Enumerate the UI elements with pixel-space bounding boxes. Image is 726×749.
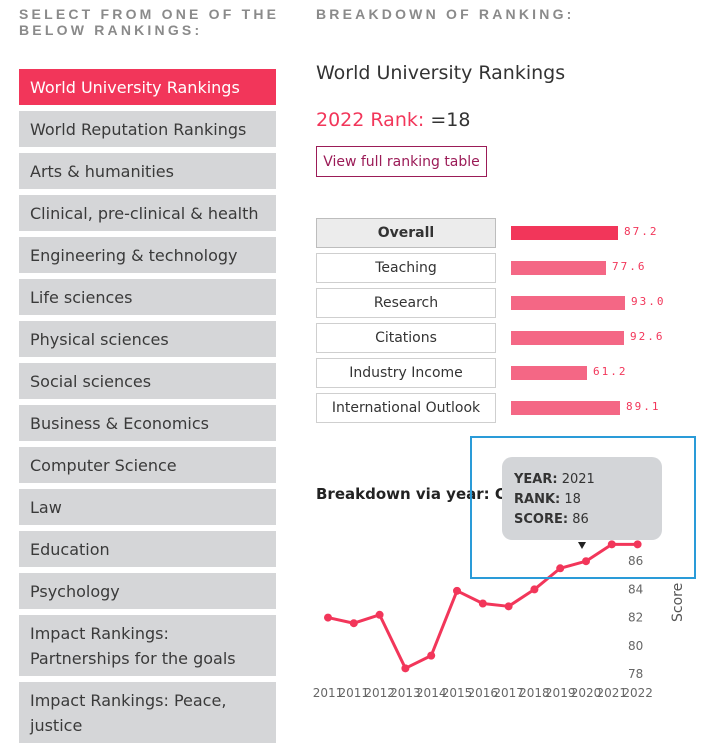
- y-tick-label: 82: [628, 611, 643, 625]
- breakdown-row: Overall 87.2: [316, 218, 696, 248]
- breakdown-score-bar: [511, 331, 624, 345]
- breakdown-score-bar: [511, 296, 625, 310]
- breakdown-row: Citations 92.6: [316, 323, 696, 353]
- x-tick-label: 2012: [364, 686, 395, 700]
- x-tick-label: 2014: [416, 686, 447, 700]
- breakdown-score-value: 92.6: [630, 330, 665, 343]
- rank-label: 2022 Rank:: [316, 109, 425, 131]
- chart-title: Breakdown via year: OVE: [316, 485, 530, 503]
- breakdown-score-value: 61.2: [593, 365, 628, 378]
- data-point[interactable]: [478, 599, 487, 608]
- data-point[interactable]: [349, 619, 358, 628]
- y-axis-label: Score: [670, 583, 686, 622]
- breakdown-score-value: 77.6: [612, 260, 647, 273]
- breakdown-score-bar: [511, 226, 618, 240]
- breakdown-metric-button[interactable]: Teaching: [316, 253, 496, 283]
- category-arts-humanities[interactable]: Arts & humanities: [19, 153, 276, 189]
- category-business-economics[interactable]: Business & Economics: [19, 405, 276, 441]
- breakdown-score-bar: [511, 261, 606, 275]
- breakdown-score-bar: [511, 401, 620, 415]
- breakdown-metric-button[interactable]: Research: [316, 288, 496, 318]
- breakdown-score-value: 89.1: [626, 400, 661, 413]
- breakdown-metric-button[interactable]: Overall: [316, 218, 496, 248]
- x-tick-label: 2022: [622, 686, 653, 700]
- tooltip-year: YEAR: 2021: [514, 472, 595, 487]
- rank-value: =18: [430, 109, 471, 131]
- breakdown-metric-button[interactable]: International Outlook: [316, 393, 496, 423]
- x-tick-label: 2020: [571, 686, 602, 700]
- data-point[interactable]: [633, 540, 642, 549]
- data-point[interactable]: [556, 564, 565, 573]
- x-tick-label: 2011: [339, 686, 370, 700]
- x-tick-label: 2018: [519, 686, 550, 700]
- chart-tooltip: YEAR: 2021 RANK: 18 SCORE: 86: [502, 457, 662, 540]
- data-point[interactable]: [324, 613, 332, 622]
- data-point[interactable]: [530, 585, 539, 594]
- category-social-sciences[interactable]: Social sciences: [19, 363, 276, 399]
- rank-line: 2022 Rank: =18: [316, 109, 470, 131]
- category-education[interactable]: Education: [19, 531, 276, 567]
- category-impact-partnerships[interactable]: Impact Rankings: Partnerships for the go…: [19, 615, 276, 676]
- y-tick-label: 78: [628, 667, 643, 681]
- category-impact-peace-justice[interactable]: Impact Rankings: Peace, justice: [19, 682, 276, 743]
- breakdown-row: Teaching 77.6: [316, 253, 696, 283]
- category-clinical-health[interactable]: Clinical, pre-clinical & health: [19, 195, 276, 231]
- ranking-title: World University Rankings: [316, 62, 566, 84]
- breakdown-metric-button[interactable]: Citations: [316, 323, 496, 353]
- data-point[interactable]: [504, 602, 513, 611]
- tooltip-highlight-frame: [470, 436, 696, 579]
- category-world-university-rankings[interactable]: World University Rankings: [19, 69, 276, 105]
- category-psychology[interactable]: Psychology: [19, 573, 276, 609]
- x-tick-label: 2015: [442, 686, 473, 700]
- data-point[interactable]: [453, 586, 461, 595]
- category-engineering-technology[interactable]: Engineering & technology: [19, 237, 276, 273]
- data-point[interactable]: [375, 610, 384, 619]
- x-tick-label: 2017: [493, 686, 524, 700]
- tooltip-pointer-icon: [578, 542, 586, 549]
- data-point[interactable]: [427, 651, 436, 660]
- data-point[interactable]: [401, 664, 410, 673]
- breakdown-row: Industry Income 61.2: [316, 358, 696, 388]
- breakdown-heading: BREAKDOWN OF RANKING:: [316, 6, 575, 22]
- rankings-list: World University Rankings World Reputati…: [19, 69, 276, 749]
- breakdown-row: International Outlook 89.1: [316, 393, 696, 423]
- breakdown-row: Research 93.0: [316, 288, 696, 318]
- view-full-ranking-button[interactable]: View full ranking table: [316, 146, 487, 177]
- y-tick-label: 80: [628, 639, 643, 653]
- category-law[interactable]: Law: [19, 489, 276, 525]
- x-tick-label: 2016: [468, 686, 499, 700]
- tooltip-score: SCORE: 86: [514, 512, 589, 527]
- y-tick-label: 84: [628, 582, 643, 596]
- x-tick-label: 2013: [390, 686, 421, 700]
- x-tick-label: 2011: [313, 686, 344, 700]
- breakdown-score-value: 87.2: [624, 225, 659, 238]
- x-tick-label: 2019: [545, 686, 576, 700]
- x-tick-label: 2021: [597, 686, 628, 700]
- score-line-chart: 788082848688Score20112011201220132014201…: [313, 526, 686, 700]
- breakdown-score-value: 93.0: [631, 295, 666, 308]
- rankings-selector-heading: SELECT FROM ONE OF THE BELOW RANKINGS:: [19, 6, 280, 38]
- category-computer-science[interactable]: Computer Science: [19, 447, 276, 483]
- category-world-reputation-rankings[interactable]: World Reputation Rankings: [19, 111, 276, 147]
- category-physical-sciences[interactable]: Physical sciences: [19, 321, 276, 357]
- tooltip-rank: RANK: 18: [514, 492, 581, 507]
- breakdown-score-bar: [511, 366, 587, 380]
- y-tick-label: 86: [628, 554, 643, 568]
- category-life-sciences[interactable]: Life sciences: [19, 279, 276, 315]
- data-point[interactable]: [607, 540, 616, 549]
- data-point[interactable]: [582, 557, 590, 566]
- breakdown-metric-button[interactable]: Industry Income: [316, 358, 496, 388]
